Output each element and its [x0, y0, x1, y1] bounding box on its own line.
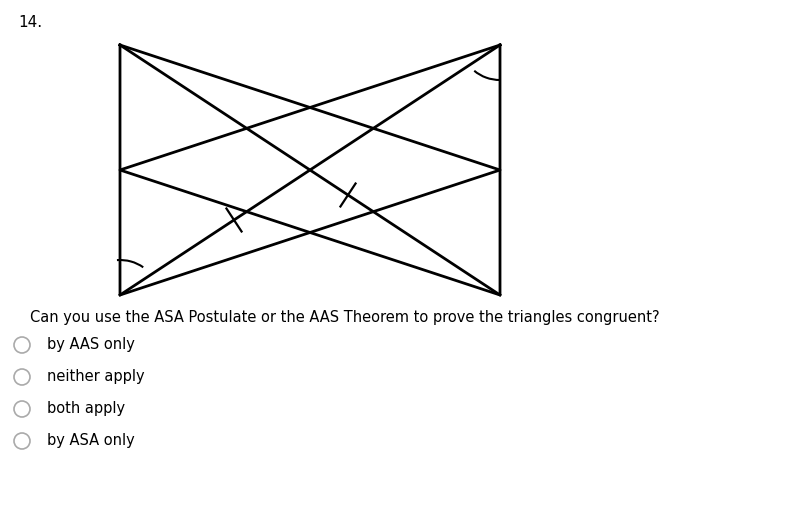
Text: by AAS only: by AAS only	[47, 337, 135, 353]
Text: both apply: both apply	[47, 401, 125, 417]
Text: 14.: 14.	[18, 15, 42, 30]
Text: Can you use the ASA Postulate or the AAS Theorem to prove the triangles congruen: Can you use the ASA Postulate or the AAS…	[30, 310, 660, 325]
Text: by ASA only: by ASA only	[47, 434, 134, 448]
Text: neither apply: neither apply	[47, 370, 145, 384]
